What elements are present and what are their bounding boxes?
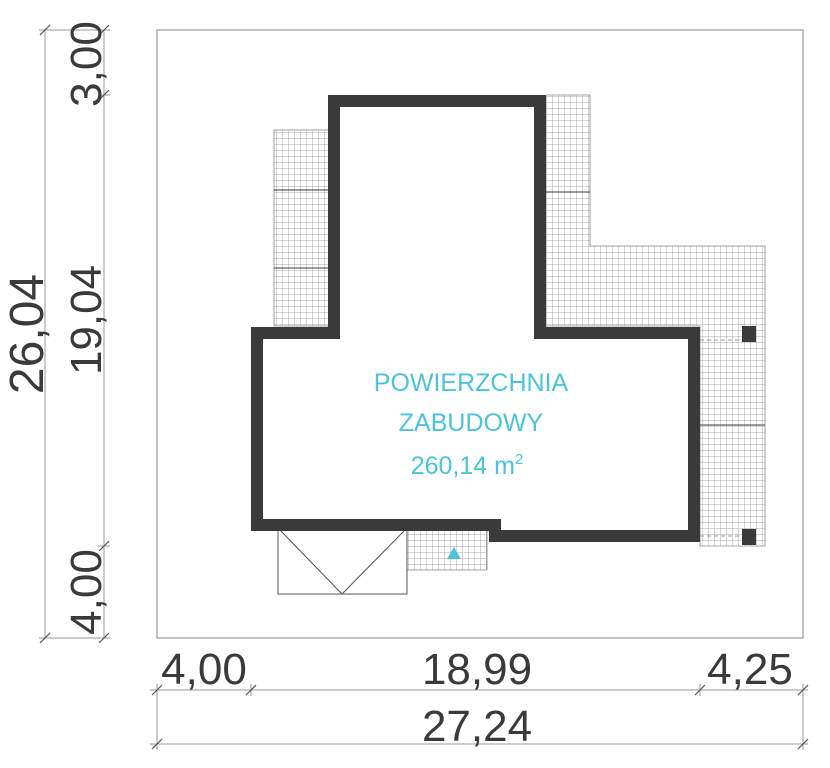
dimension-left-outer: 26,04 bbox=[1, 274, 54, 394]
area-label-line2: ZABUDOWY bbox=[399, 409, 544, 437]
entrance-marker bbox=[447, 547, 461, 559]
dimension-bottom-middle: 18,99 bbox=[422, 645, 532, 694]
horizontal-dimension-lines bbox=[150, 684, 809, 750]
carport-outline bbox=[277, 527, 408, 595]
dimension-left-bottom: 4,00 bbox=[62, 549, 111, 635]
area-unit-superscript: 2 bbox=[515, 451, 523, 468]
terrace-entrance bbox=[406, 527, 488, 571]
area-label-line1: POWIERZCHNIA bbox=[374, 369, 569, 397]
column bbox=[742, 529, 756, 545]
plot-boundary bbox=[156, 29, 804, 639]
terrace-right bbox=[545, 94, 766, 547]
dimension-left-middle: 19,04 bbox=[62, 265, 111, 375]
dimension-bottom-left: 4,00 bbox=[161, 645, 247, 694]
dimension-bottom-right: 4,25 bbox=[707, 645, 793, 694]
paved-terraces bbox=[273, 94, 766, 571]
dimension-bottom-total: 27,24 bbox=[422, 702, 532, 751]
column bbox=[742, 326, 756, 342]
terrace-left bbox=[273, 129, 331, 327]
area-value: 260,14 m2 bbox=[411, 451, 524, 480]
vertical-dimension-lines bbox=[39, 24, 110, 644]
building-walls bbox=[251, 95, 700, 542]
area-label: POWIERZCHNIA ZABUDOWY 260,14 m2 bbox=[374, 369, 569, 480]
dimension-left-top: 3,00 bbox=[62, 21, 111, 107]
